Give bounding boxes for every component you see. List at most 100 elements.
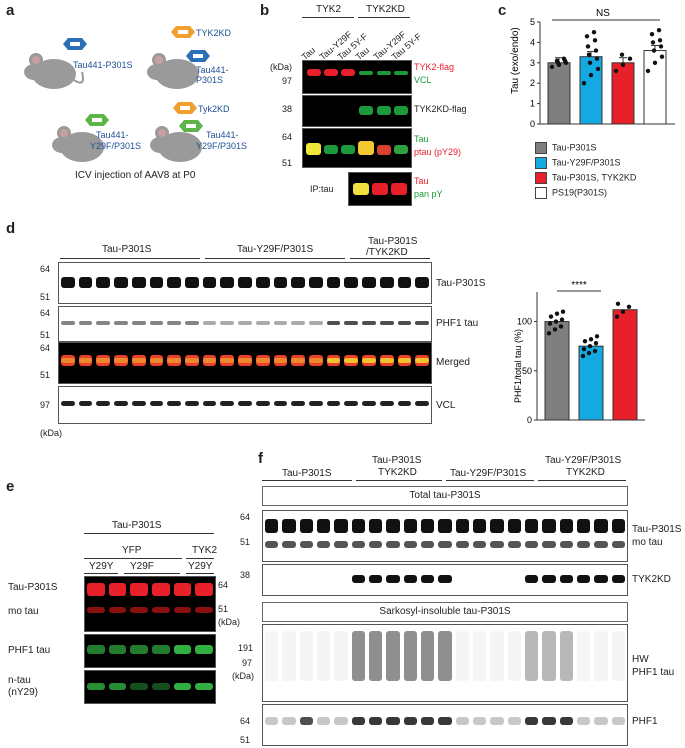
blot-band	[202, 277, 217, 288]
blot-band	[344, 401, 359, 406]
blot-e-ntau	[84, 670, 216, 704]
blot-e-phf1	[84, 634, 216, 668]
blot-band	[577, 631, 591, 681]
blot-band	[577, 541, 591, 548]
d-group-2: Tau-Y29F/P301S	[237, 244, 314, 255]
blot-band	[490, 519, 504, 533]
mouse3-label-1: Tau441-	[96, 130, 129, 140]
blot-band	[87, 583, 105, 596]
blot-band	[61, 321, 75, 325]
blot-band	[167, 358, 181, 363]
blot-band	[421, 631, 435, 681]
blot-band	[490, 631, 504, 681]
blot-band	[173, 583, 192, 596]
mouse4-label-1: Tau441-	[206, 130, 239, 140]
blot-band	[152, 683, 170, 690]
d-bar	[612, 309, 638, 421]
blot-band	[415, 321, 429, 325]
blot-band	[421, 717, 435, 725]
blot-band	[344, 321, 359, 325]
blot-tyk2-flag	[302, 60, 412, 94]
blot-band	[438, 631, 452, 681]
blot-band	[167, 321, 181, 325]
e-row-phf1: PHF1 tau	[8, 645, 51, 656]
blot-band	[438, 541, 452, 548]
blot-band	[369, 717, 383, 725]
vector-icon-green	[85, 114, 109, 126]
c-point	[588, 72, 594, 78]
e-lane-y29y: Y29Y	[89, 561, 114, 572]
c-ytick: 5	[530, 17, 535, 27]
e-mw-51: 51	[218, 604, 229, 614]
d-point	[552, 327, 558, 332]
blot-f-phf1	[262, 704, 628, 746]
e-lane-y29f: Y29F	[130, 561, 154, 572]
blot-band	[525, 717, 539, 725]
blot-band	[291, 277, 305, 288]
blot-band	[114, 277, 128, 288]
label-ip-tau: Tau	[414, 176, 429, 186]
blot-band	[379, 321, 394, 325]
blot-band	[362, 401, 376, 406]
d-mw-64: 64	[40, 308, 51, 318]
c-point	[591, 30, 597, 35]
mouse-icon	[24, 53, 84, 89]
blot-band	[351, 519, 365, 533]
blot-band	[255, 401, 270, 406]
blot-band	[282, 541, 296, 548]
e-sub-tyk2: TYK2	[192, 545, 218, 556]
d-group-3a: Tau-P301S	[368, 236, 418, 247]
panel-d-chart: PHF1/total tau (%) **** 0 50 100	[513, 280, 645, 425]
blot-band	[114, 358, 128, 363]
blot-band	[351, 717, 365, 725]
blot-band	[525, 541, 539, 548]
blot-band	[397, 277, 412, 288]
blot-band	[611, 541, 625, 548]
blot-band	[309, 321, 323, 325]
blot-band	[403, 541, 417, 548]
d-chart-ylabel: PHF1/total tau (%)	[513, 329, 523, 403]
blot-band	[220, 277, 235, 288]
label-tyk2-flag: TYK2-flag	[414, 62, 455, 72]
kda-label: (kDa)	[270, 62, 292, 72]
f-mw-97: 97	[242, 658, 253, 668]
f-group-2b: TYK2KD	[378, 467, 417, 478]
blot-band	[594, 575, 608, 583]
blot-band	[273, 401, 288, 406]
blot-band	[173, 683, 192, 690]
c-point	[620, 62, 626, 68]
d-kda: (kDa)	[40, 428, 62, 438]
d-point	[560, 309, 566, 314]
blot-band	[542, 519, 556, 533]
blot-band	[386, 631, 400, 681]
blot-band	[78, 401, 93, 406]
d-row-merged: Merged	[436, 357, 470, 368]
blot-ptau	[302, 128, 412, 168]
blot-band	[473, 631, 487, 681]
blot-band	[369, 541, 383, 548]
blot-band	[61, 401, 75, 406]
f-row-phf1-tau: PHF1 tau	[632, 667, 675, 678]
blot-band	[507, 631, 521, 681]
blot-band	[577, 717, 591, 725]
d-point	[594, 334, 600, 339]
blot-band	[152, 645, 170, 654]
c-point	[581, 81, 587, 86]
legend-c: Tau-P301S Tau-Y29F/P301S Tau-P301S, TYK2…	[535, 142, 636, 199]
blot-band	[108, 683, 127, 690]
blot-band	[152, 583, 170, 596]
blot-band	[149, 321, 164, 325]
c-ytick: 3	[530, 58, 535, 68]
d-point	[554, 311, 560, 316]
blot-band	[309, 358, 323, 363]
blot-band	[255, 277, 270, 288]
blot-band	[542, 575, 556, 583]
f-mw-64: 64	[240, 716, 251, 726]
label-vcl: VCL	[414, 75, 432, 85]
d-mw-51: 51	[40, 370, 51, 380]
blot-band	[397, 401, 412, 406]
blot-band	[559, 631, 573, 681]
blot-band	[611, 631, 625, 681]
blot-band	[397, 321, 412, 325]
blot-band	[415, 277, 429, 288]
